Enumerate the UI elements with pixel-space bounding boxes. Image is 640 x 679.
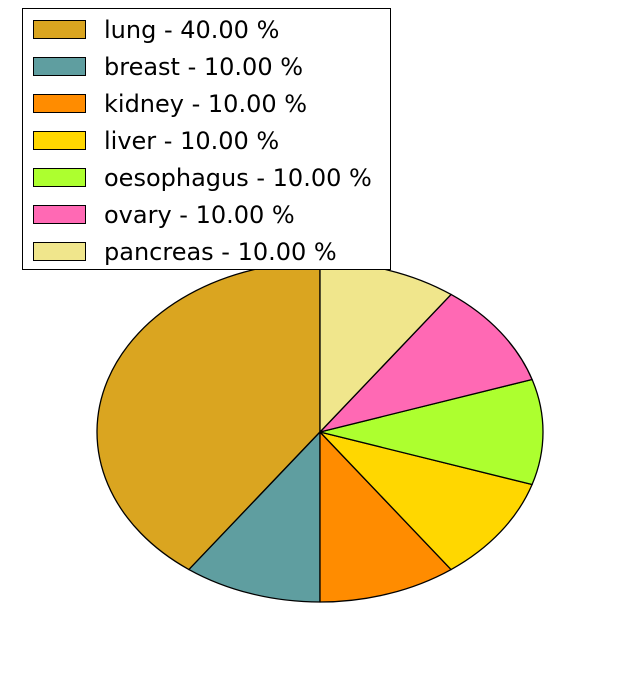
legend-item-liver: liver - 10.00 % [33,122,390,159]
legend-item-kidney: kidney - 10.00 % [33,85,390,122]
legend-label: ovary - 10.00 % [104,200,295,229]
legend-label: lung - 40.00 % [104,15,280,44]
legend-item-ovary: ovary - 10.00 % [33,196,390,233]
legend-label: kidney - 10.00 % [104,89,308,118]
legend-label: oesophagus - 10.00 % [104,163,372,192]
legend-item-oesophagus: oesophagus - 10.00 % [33,159,390,196]
pie-slice-kidney [319,431,452,603]
legend-label: liver - 10.00 % [104,126,280,155]
legend-swatch-oesophagus [33,168,86,187]
legend-swatch-breast [33,57,86,76]
legend-swatch-kidney [33,94,86,113]
pie-slice-breast [188,431,321,603]
legend: lung - 40.00 % breast - 10.00 % kidney - 1… [22,8,391,270]
legend-item-lung: lung - 40.00 % [33,11,390,48]
legend-item-pancreas: pancreas - 10.00 % [33,233,390,270]
legend-swatch-ovary [33,205,86,224]
legend-swatch-liver [33,131,86,150]
legend-swatch-lung [33,20,86,39]
pie-slice-ovary [319,293,533,433]
pie-slice-oesophagus [319,378,544,486]
legend-label: breast - 10.00 % [104,52,304,81]
pie-slice-lung [96,261,321,571]
pie-slice-liver [319,431,533,571]
legend-label: pancreas - 10.00 % [104,237,337,266]
legend-swatch-pancreas [33,242,86,261]
legend-item-breast: breast - 10.00 % [33,48,390,85]
